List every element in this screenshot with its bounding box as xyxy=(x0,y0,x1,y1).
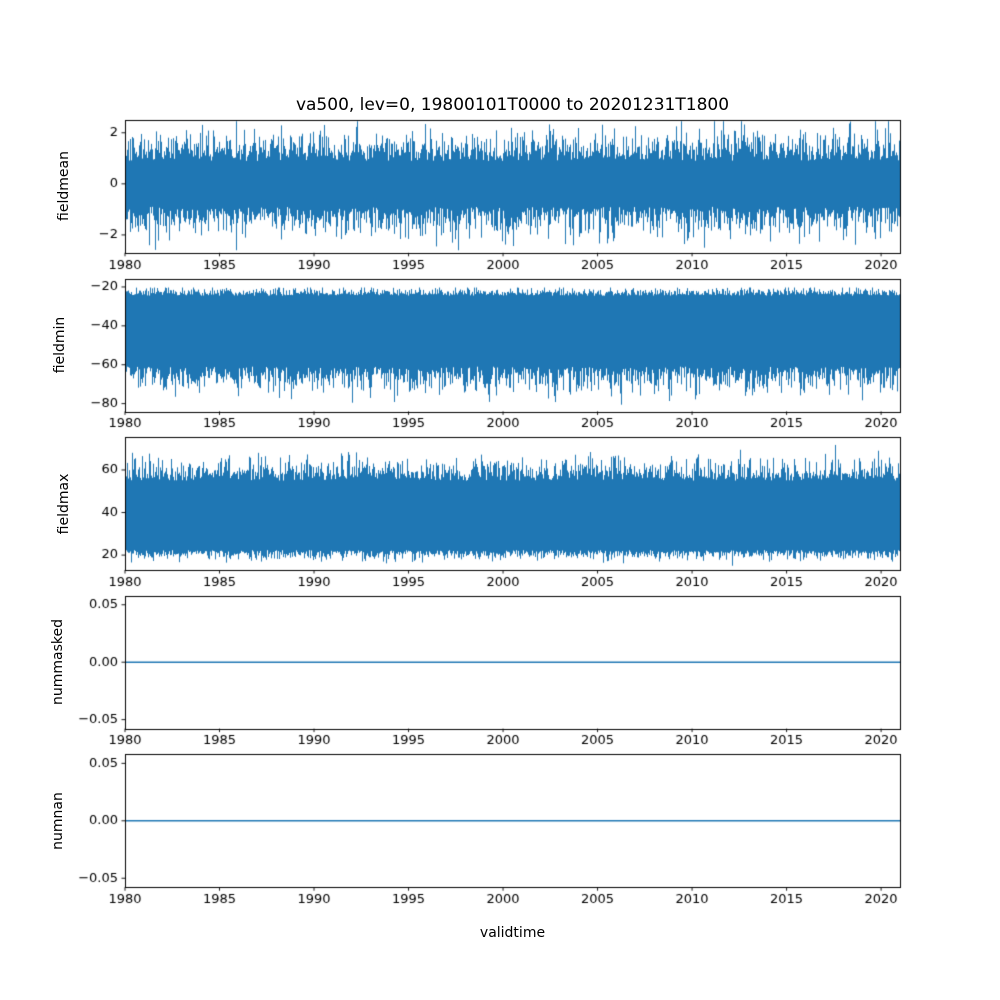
ylabel-fieldmax: fieldmax xyxy=(56,473,72,535)
chart-title: va500, lev=0, 19800101T0000 to 20201231T… xyxy=(295,95,730,115)
ylabel-numnan: numnan xyxy=(50,792,66,850)
ylabel-fieldmean: fieldmean xyxy=(56,151,72,221)
ylabel-fieldmin: fieldmin xyxy=(52,316,68,374)
xlabel: validtime xyxy=(479,925,546,941)
ylabel-nummasked: nummasked xyxy=(50,618,66,706)
